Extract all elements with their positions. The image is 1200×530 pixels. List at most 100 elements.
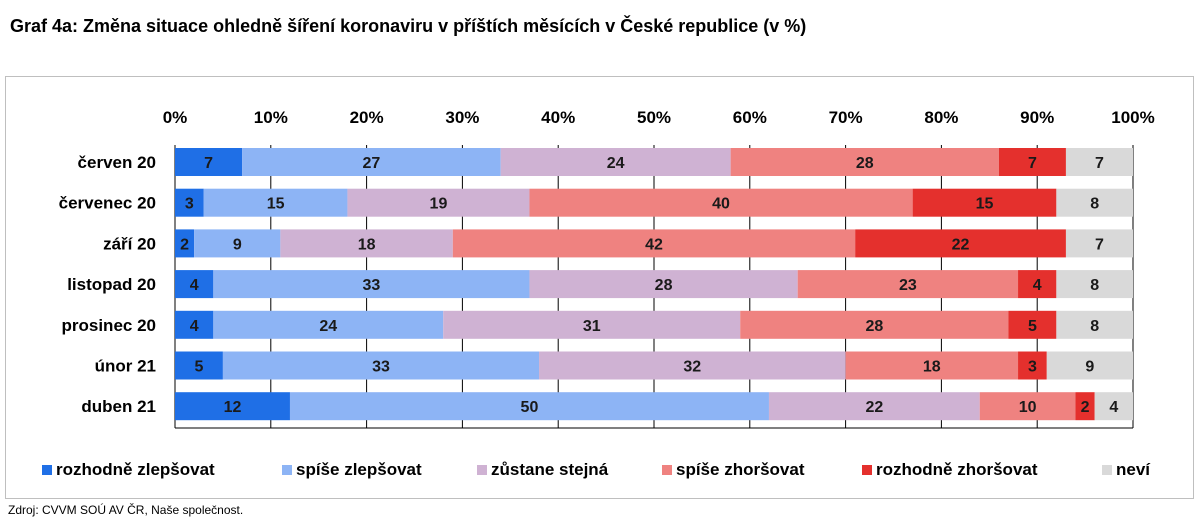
- data-label: 3: [1028, 359, 1037, 376]
- category-label: prosinec 20: [62, 316, 157, 335]
- legend-swatch: [42, 465, 52, 475]
- data-label: 28: [856, 155, 874, 172]
- bar-segment: [1046, 351, 1133, 380]
- bar-segment: [1056, 270, 1133, 299]
- data-label: 40: [712, 196, 730, 213]
- x-tick-label: 0%: [163, 108, 188, 127]
- data-label: 7: [1095, 236, 1104, 253]
- data-label: 50: [521, 399, 539, 416]
- bar-segment: [242, 148, 501, 176]
- x-tick-label: 10%: [254, 108, 288, 127]
- bar-segment: [740, 310, 1009, 339]
- legend-label: rozhodně zlepšovat: [56, 460, 215, 479]
- bar-segment: [1075, 392, 1095, 421]
- bar-segment: [912, 188, 1057, 217]
- data-label: 9: [233, 236, 242, 253]
- data-label: 8: [1090, 318, 1099, 335]
- bar-segment: [213, 270, 530, 299]
- bar-segment: [1018, 351, 1047, 380]
- data-label: 27: [362, 155, 380, 172]
- bar-segment: [768, 392, 980, 421]
- data-label: 7: [1095, 155, 1104, 172]
- legend-swatch: [1102, 465, 1112, 475]
- data-label: 15: [267, 196, 285, 213]
- data-label: 23: [899, 277, 917, 294]
- x-tick-label: 30%: [445, 108, 479, 127]
- data-label: 5: [1028, 318, 1037, 335]
- data-label: 9: [1085, 359, 1094, 376]
- x-tick-label: 80%: [924, 108, 958, 127]
- data-label: 33: [372, 359, 390, 376]
- data-label: 24: [319, 318, 337, 335]
- bar-segment: [500, 148, 731, 176]
- legend-label: rozhodně zhoršovat: [876, 460, 1038, 479]
- data-label: 4: [190, 318, 199, 335]
- data-label: 7: [204, 155, 213, 172]
- data-label: 4: [1109, 399, 1118, 416]
- bar-segment: [452, 229, 856, 258]
- bar-segment: [979, 392, 1076, 421]
- data-label: 22: [952, 236, 970, 253]
- data-label: 33: [362, 277, 380, 294]
- category-label: listopad 20: [67, 275, 156, 294]
- data-label: 15: [976, 196, 994, 213]
- bar-segment: [797, 270, 1019, 299]
- bar-segment: [730, 148, 999, 176]
- data-label: 31: [583, 318, 601, 335]
- data-label: 3: [185, 196, 194, 213]
- legend-label: spíše zhoršovat: [676, 460, 805, 479]
- bar-segment: [213, 310, 444, 339]
- data-label: 28: [655, 277, 673, 294]
- data-label: 4: [190, 277, 199, 294]
- source-note: Zdroj: CVVM SOÚ AV ČR, Naše společnost.: [8, 503, 244, 517]
- data-label: 2: [180, 236, 189, 253]
- bar-segment: [175, 229, 195, 258]
- data-label: 7: [1028, 155, 1037, 172]
- data-label: 4: [1033, 277, 1042, 294]
- data-label: 32: [683, 359, 701, 376]
- category-label: červenec 20: [59, 194, 156, 213]
- bar-segment: [1065, 148, 1133, 176]
- bar-segment: [1065, 229, 1133, 258]
- data-label: 18: [358, 236, 376, 253]
- legend-swatch: [282, 465, 292, 475]
- bar-segment: [280, 229, 453, 258]
- chart-title: Graf 4a: Změna situace ohledně šíření ko…: [10, 16, 807, 36]
- x-tick-label: 40%: [541, 108, 575, 127]
- legend-swatch: [862, 465, 872, 475]
- category-label: duben 21: [81, 397, 156, 416]
- category-label: únor 21: [95, 357, 156, 376]
- bar-segment: [855, 229, 1066, 258]
- bar-segment: [1008, 310, 1057, 339]
- data-label: 42: [645, 236, 663, 253]
- data-label: 8: [1090, 277, 1099, 294]
- bar-segment: [194, 229, 281, 258]
- legend-swatch: [662, 465, 672, 475]
- legend-label: zůstane stejná: [491, 460, 609, 479]
- bar-segment: [845, 351, 1019, 380]
- legend-label: neví: [1116, 460, 1151, 479]
- bar-segment: [175, 270, 214, 299]
- bar-segment: [289, 392, 769, 421]
- x-tick-label: 90%: [1020, 108, 1054, 127]
- bar-segment: [222, 351, 540, 380]
- data-label: 5: [194, 359, 203, 376]
- data-label: 24: [607, 155, 625, 172]
- chart-frame: [5, 76, 1194, 499]
- bar-segment: [529, 270, 798, 299]
- data-label: 19: [430, 196, 448, 213]
- bar-segment: [1018, 270, 1057, 299]
- bar-segment: [998, 148, 1066, 176]
- bar-segment: [539, 351, 846, 380]
- x-tick-label: 60%: [733, 108, 767, 127]
- x-tick-label: 70%: [829, 108, 863, 127]
- category-label: červen 20: [78, 153, 156, 172]
- legend-label: spíše zlepšovat: [296, 460, 422, 479]
- data-label: 18: [923, 359, 941, 376]
- bar-segment: [175, 392, 290, 421]
- category-label: září 20: [103, 234, 156, 253]
- bar-segment: [175, 351, 223, 380]
- data-label: 10: [1019, 399, 1037, 416]
- bar-segment: [175, 310, 214, 339]
